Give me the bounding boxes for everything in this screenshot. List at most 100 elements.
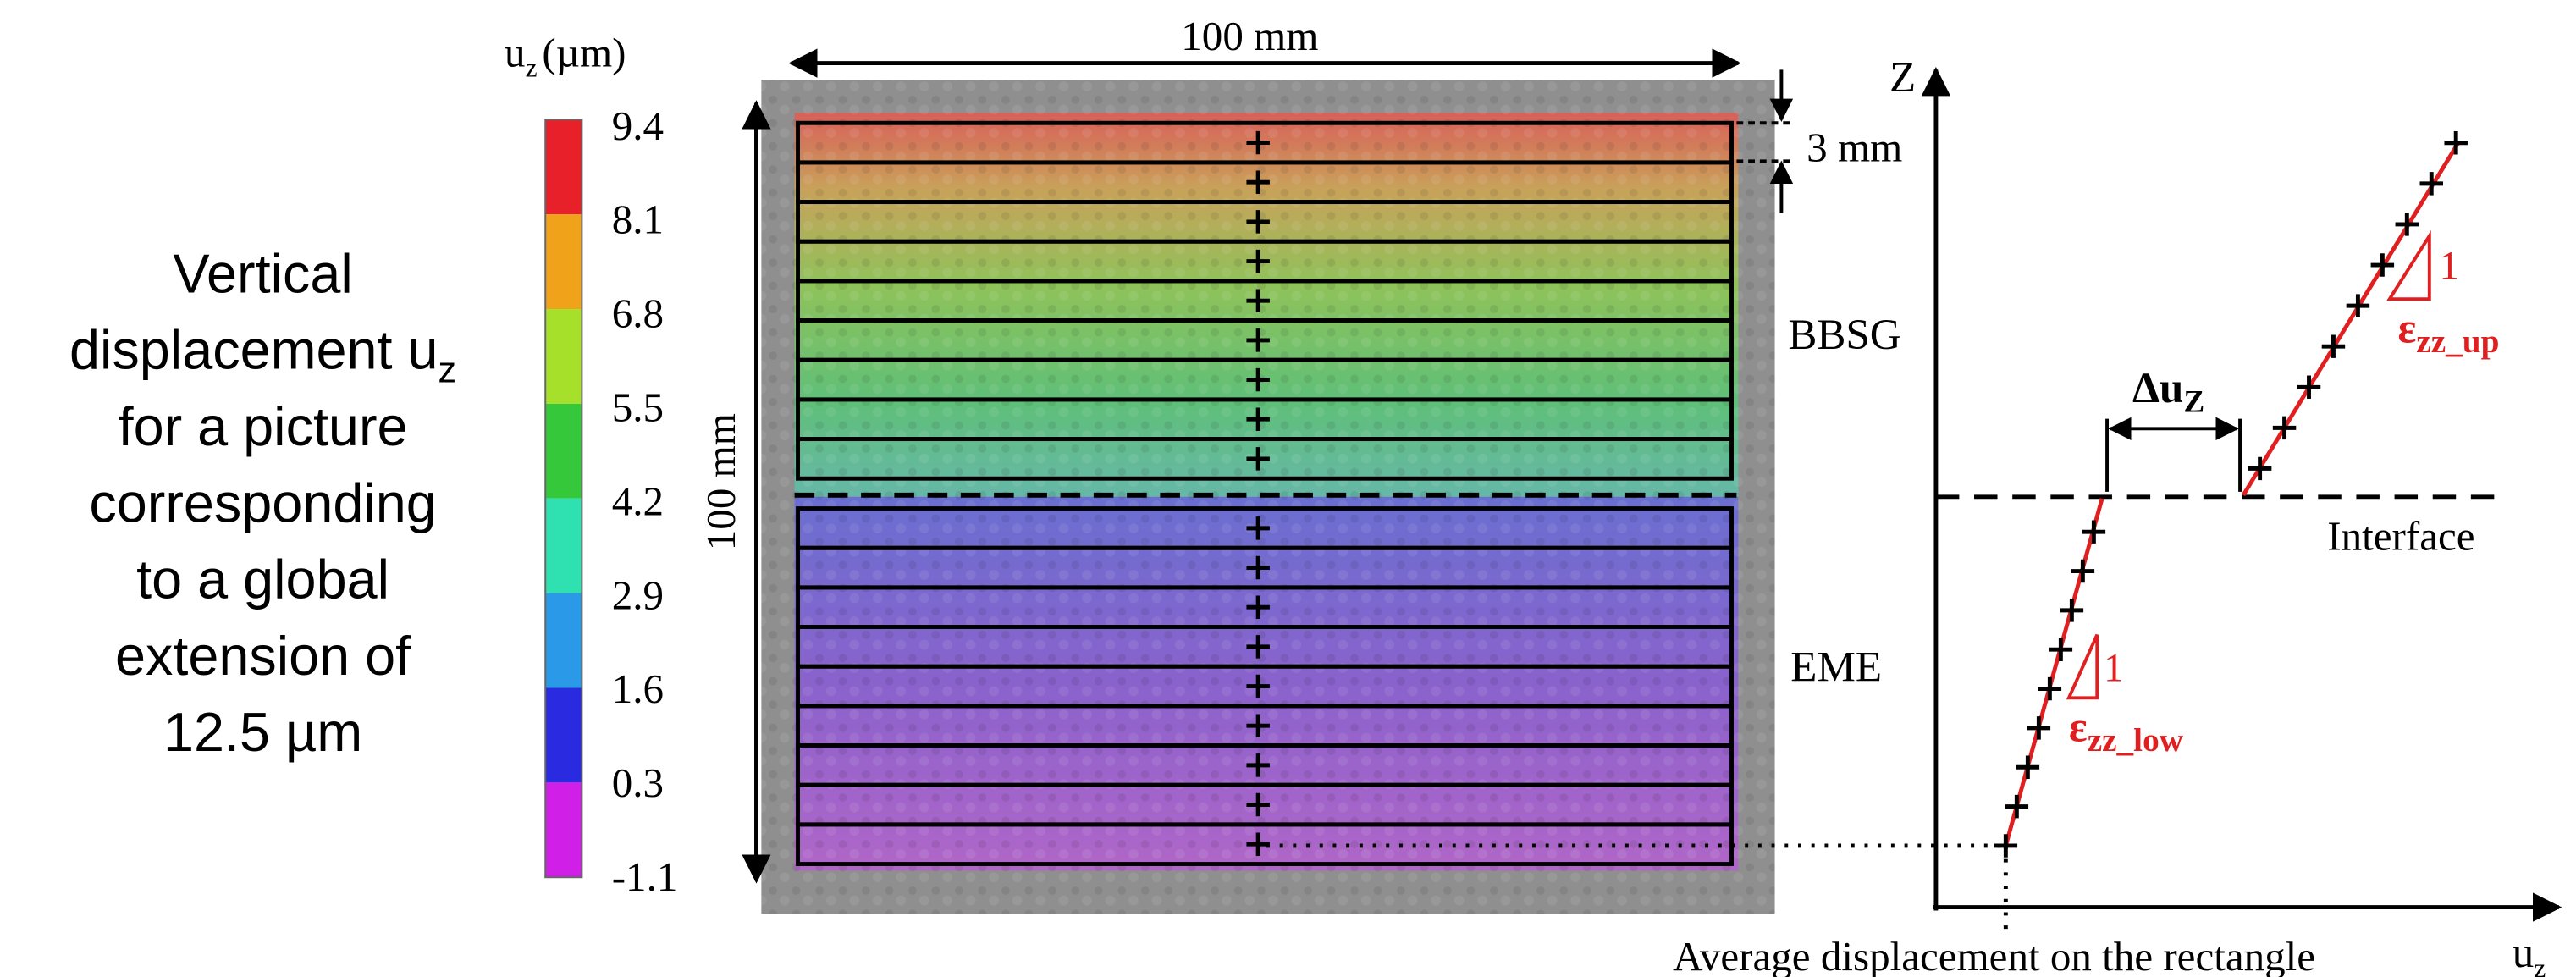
slope-triangle	[2386, 229, 2431, 301]
cross-mark	[1246, 367, 1270, 392]
colorbar-label: -1.1	[612, 853, 678, 900]
upper-fit	[2241, 140, 2462, 497]
subscript: z	[526, 52, 538, 82]
cross-mark	[2016, 755, 2040, 780]
cross-mark	[1246, 595, 1270, 619]
subscript: Z	[2183, 385, 2204, 420]
colorbar-label: 6.8	[612, 290, 664, 337]
lower-fit	[2003, 498, 2104, 847]
cross-mark	[1246, 832, 1270, 856]
colorbar-label: 4.2	[612, 477, 664, 524]
jump-label: ΔuZ	[2132, 365, 2204, 420]
cross-mark	[2297, 375, 2321, 400]
caption-text: Vertical	[173, 242, 352, 304]
slope-unit: 1	[2104, 647, 2124, 691]
caption-line: to a global	[136, 549, 389, 610]
color-band	[545, 119, 582, 215]
caption-text: to a global	[136, 549, 389, 610]
color-band	[545, 309, 582, 404]
field-texture	[794, 113, 1739, 871]
specimen	[761, 80, 1775, 914]
cross-mark	[2444, 131, 2468, 155]
lower-layer-label: EME	[1790, 644, 1882, 692]
colorbar-label: 9.4	[612, 102, 664, 149]
cross-mark	[2272, 416, 2297, 440]
width-label: 100 mm	[1181, 13, 1318, 59]
colorbar-label: 5.5	[612, 384, 664, 431]
cross-mark	[1246, 792, 1270, 817]
symbol: ε	[2398, 305, 2417, 352]
cross-mark	[2049, 638, 2073, 661]
caption-line: Vertical	[173, 242, 352, 304]
subscript: z	[439, 350, 457, 390]
color-band	[545, 214, 582, 310]
caption-text: for a picture	[119, 395, 408, 457]
strip-label: 3 mm	[1807, 124, 1902, 170]
cross-mark	[2346, 294, 2370, 317]
color-band	[545, 498, 582, 593]
cross-mark	[1246, 753, 1270, 777]
caption-line: displacement uz	[69, 319, 456, 391]
color-band	[545, 687, 582, 783]
cross-mark	[1246, 249, 1270, 273]
cross-mark	[2027, 716, 2051, 740]
averaging-rectangle	[796, 437, 1734, 481]
upper-layer-label: BBSG	[1788, 312, 1900, 359]
cross-mark	[1246, 447, 1270, 471]
cross-mark	[2071, 559, 2095, 583]
cross-mark	[1246, 714, 1270, 737]
x-axis-title: Average displacement on the rectangle	[1673, 933, 2315, 977]
caption-text: displacement u	[69, 319, 439, 381]
caption-text: extension of	[115, 625, 411, 687]
symbol: ε	[2069, 704, 2088, 751]
symbol: u	[505, 30, 526, 76]
symbol: Δu	[2132, 365, 2183, 412]
slope-triangle	[2066, 633, 2099, 700]
cross-mark	[2419, 172, 2443, 196]
cross-mark	[1246, 516, 1270, 540]
color-band	[545, 782, 582, 878]
caption-text: corresponding	[89, 472, 436, 533]
slope-low-label: εzz_low	[2069, 704, 2184, 759]
caption-line: extension of	[115, 625, 411, 687]
interface-label: Interface	[2327, 513, 2474, 560]
cross-mark	[2005, 794, 2029, 819]
subscript: z	[2534, 953, 2546, 977]
cross-mark	[1246, 635, 1270, 659]
subscript: zz_up	[2416, 323, 2499, 360]
caption-line: 12.5 µm	[163, 701, 362, 763]
colorbar-label: 8.1	[612, 196, 664, 243]
slope-up-label: εzz_up	[2398, 305, 2500, 360]
cross-mark	[1994, 834, 2018, 858]
u-axis-label: uz	[2513, 930, 2546, 977]
cross-mark	[1246, 555, 1270, 580]
caption-text: 12.5 µm	[163, 701, 362, 763]
colorbar: uz (µm) 9.4 8.1 6.8 5.5 4.2 2.9 1.6 0.3 -1.1	[505, 30, 677, 900]
cross-mark	[2060, 599, 2084, 622]
colorbar-label: 2.9	[612, 571, 664, 618]
symbol: u	[2513, 930, 2535, 977]
color-band	[545, 403, 582, 499]
cross-mark	[2321, 334, 2346, 358]
cross-mark	[2395, 213, 2419, 236]
height-label: 100 mm	[698, 413, 744, 550]
subscript: zz_low	[2088, 722, 2184, 759]
cross-mark	[1246, 328, 1270, 352]
caption-line: for a picture	[119, 395, 408, 457]
cross-mark	[1246, 674, 1270, 698]
z-axis-label: Z	[1889, 54, 1916, 102]
colorbar-frame	[544, 119, 583, 879]
cross-mark	[1246, 210, 1270, 234]
cross-mark	[2370, 253, 2395, 277]
cross-mark	[2248, 456, 2272, 481]
color-band	[545, 593, 582, 688]
cross-mark	[1246, 289, 1270, 312]
cross-mark	[2038, 676, 2062, 701]
cross-mark	[1246, 407, 1270, 431]
schematic-plot	[1266, 66, 2562, 931]
colorbar-label: 0.3	[612, 759, 664, 806]
strip-dimension	[1736, 69, 1795, 213]
cross-mark	[2082, 520, 2106, 544]
cross-mark	[1246, 170, 1270, 194]
